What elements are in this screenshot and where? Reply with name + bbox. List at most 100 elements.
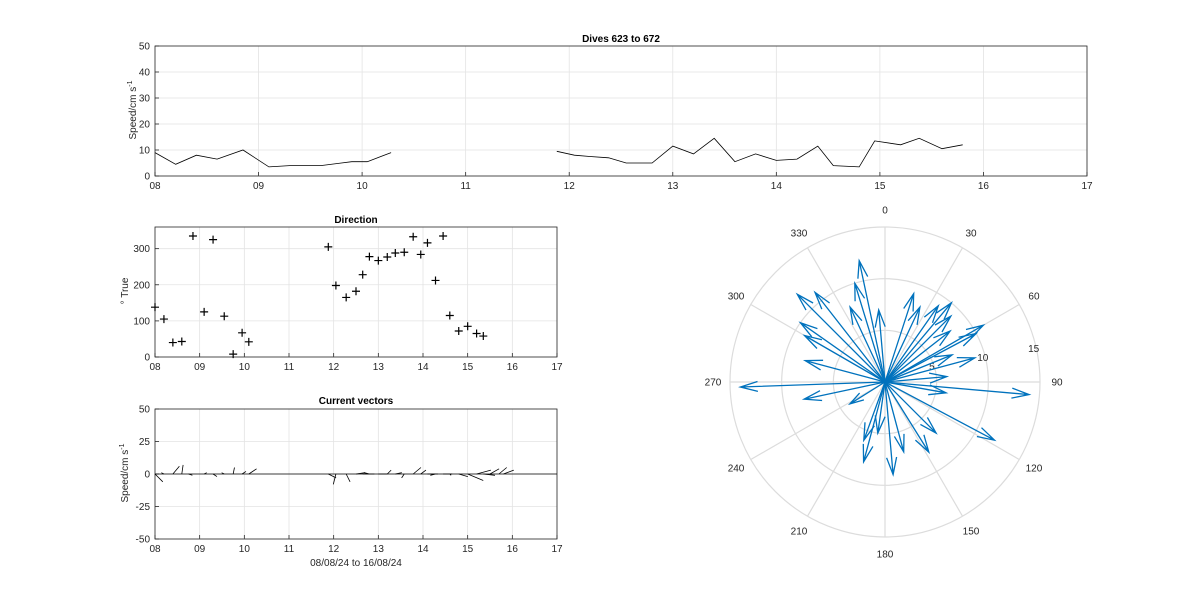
x-tick-label: 14 (771, 181, 783, 192)
x-tick-label: 10 (239, 544, 251, 555)
x-tick-label: 09 (194, 362, 206, 373)
speed-ylabel: Speed/cm s-1 (127, 80, 139, 139)
x-tick-label: 14 (417, 544, 429, 555)
direction-point (383, 252, 392, 261)
direction-point (229, 350, 238, 359)
compass-arrow (798, 321, 886, 383)
r-tick-label: 5 (929, 362, 935, 373)
y-tick-label: 25 (139, 437, 151, 448)
x-tick-label: 11 (460, 181, 471, 192)
current-vector (203, 472, 207, 475)
x-tick-label: 16 (507, 362, 519, 373)
x-tick-label: 10 (357, 181, 369, 192)
speed-title: Dives 623 to 672 (582, 34, 660, 45)
x-tick-label: 13 (667, 181, 679, 192)
y-tick-label: 300 (133, 244, 150, 255)
polar-spoke (884, 381, 1020, 461)
direction-ylabel: ° True (120, 277, 131, 304)
speed-line (556, 137, 963, 168)
compass-arrow (801, 381, 886, 402)
x-tick-label: 17 (551, 362, 563, 373)
compass-arrow (884, 354, 955, 383)
polar-spoke (884, 381, 964, 517)
polar-compass: 0 30 60 90 120 150 180 210 240 270 300 330 5 10 15 (705, 206, 1063, 561)
compass-arrow (854, 280, 886, 383)
direction-point (352, 287, 360, 296)
direction-point (400, 248, 409, 257)
y-tick-label: 100 (133, 316, 150, 327)
compass-arrow (738, 380, 886, 393)
polar-spoke (806, 381, 886, 517)
compass-arrow (884, 303, 940, 383)
direction-point (409, 232, 418, 241)
theta-tick-label: 180 (877, 550, 894, 561)
x-tick-label: 17 (1081, 181, 1093, 192)
current-vectors: 08 09 10 11 12 13 14 15 16 17 -50 -25 0 25 50 (136, 405, 563, 556)
current-vector (467, 473, 484, 481)
y-tick-label: -50 (136, 535, 151, 546)
compass-arrow (884, 381, 949, 396)
polar-spoke (884, 247, 964, 383)
x-tick-label: 14 (417, 362, 429, 373)
current-vector (458, 473, 468, 477)
x-tick-label: 16 (507, 544, 519, 555)
y-tick-label: 50 (139, 42, 151, 53)
direction-point (374, 256, 383, 265)
direction-point (177, 337, 186, 346)
direction-title: Direction (334, 215, 377, 226)
x-tick-label: 16 (978, 181, 990, 192)
x-tick-label: 08 (149, 362, 161, 373)
theta-tick-label: 270 (705, 378, 722, 389)
x-tick-label: 13 (373, 544, 385, 555)
x-tick-label: 13 (373, 362, 385, 373)
x-tick-label: 12 (564, 181, 576, 192)
direction-point (159, 315, 168, 324)
x-tick-label: 15 (874, 181, 886, 192)
compass-arrow (884, 381, 898, 477)
compass-arrow (884, 314, 953, 383)
r-tick-label: 10 (977, 353, 989, 364)
x-tick-label: 09 (194, 544, 206, 555)
plot-area (155, 46, 1087, 176)
compass-arrow (884, 332, 979, 383)
compass-arrow (857, 258, 886, 383)
compass-arrow (802, 359, 886, 383)
y-tick-label: 10 (139, 146, 151, 157)
compass-arrow (795, 292, 886, 383)
direction-point (168, 338, 177, 347)
y-tick-label: 40 (139, 68, 151, 79)
speed-ylabel-text: Speed/cm s (128, 87, 139, 140)
current-vector (248, 468, 257, 475)
x-tick-label: 12 (328, 544, 340, 555)
speed-time-series: 08 09 10 11 12 13 14 15 16 17 0 10 20 30 40 50 (139, 42, 1093, 193)
current-vector (232, 467, 235, 475)
compass-arrow (884, 291, 915, 383)
y-tick-label: 30 (139, 94, 151, 105)
theta-tick-label: 120 (1026, 464, 1043, 475)
direction-point (220, 312, 229, 321)
direction-point (365, 252, 374, 261)
direction-point (463, 322, 472, 331)
x-tick-label: 11 (284, 544, 295, 555)
direction-point (324, 242, 333, 251)
theta-tick-label: 330 (791, 229, 808, 240)
compass-arrow (884, 381, 938, 435)
compass-arrow (884, 300, 953, 383)
direction-point (416, 250, 425, 259)
current-vector (355, 472, 366, 475)
y-tick-label: 20 (139, 120, 151, 131)
direction-point (358, 270, 367, 279)
compass-arrow (863, 381, 886, 443)
x-tick-label: 11 (284, 362, 295, 373)
direction-point (188, 232, 197, 241)
current-vector (476, 469, 492, 475)
polar-spoke (750, 381, 886, 461)
theta-tick-label: 90 (1051, 378, 1063, 389)
axes-box (154, 226, 558, 358)
current-vector (161, 472, 165, 475)
theta-tick-label: 240 (728, 464, 745, 475)
x-tick-label: 09 (253, 181, 265, 192)
x-tick-label: 08 (149, 544, 161, 555)
compass-arrow (884, 304, 921, 383)
